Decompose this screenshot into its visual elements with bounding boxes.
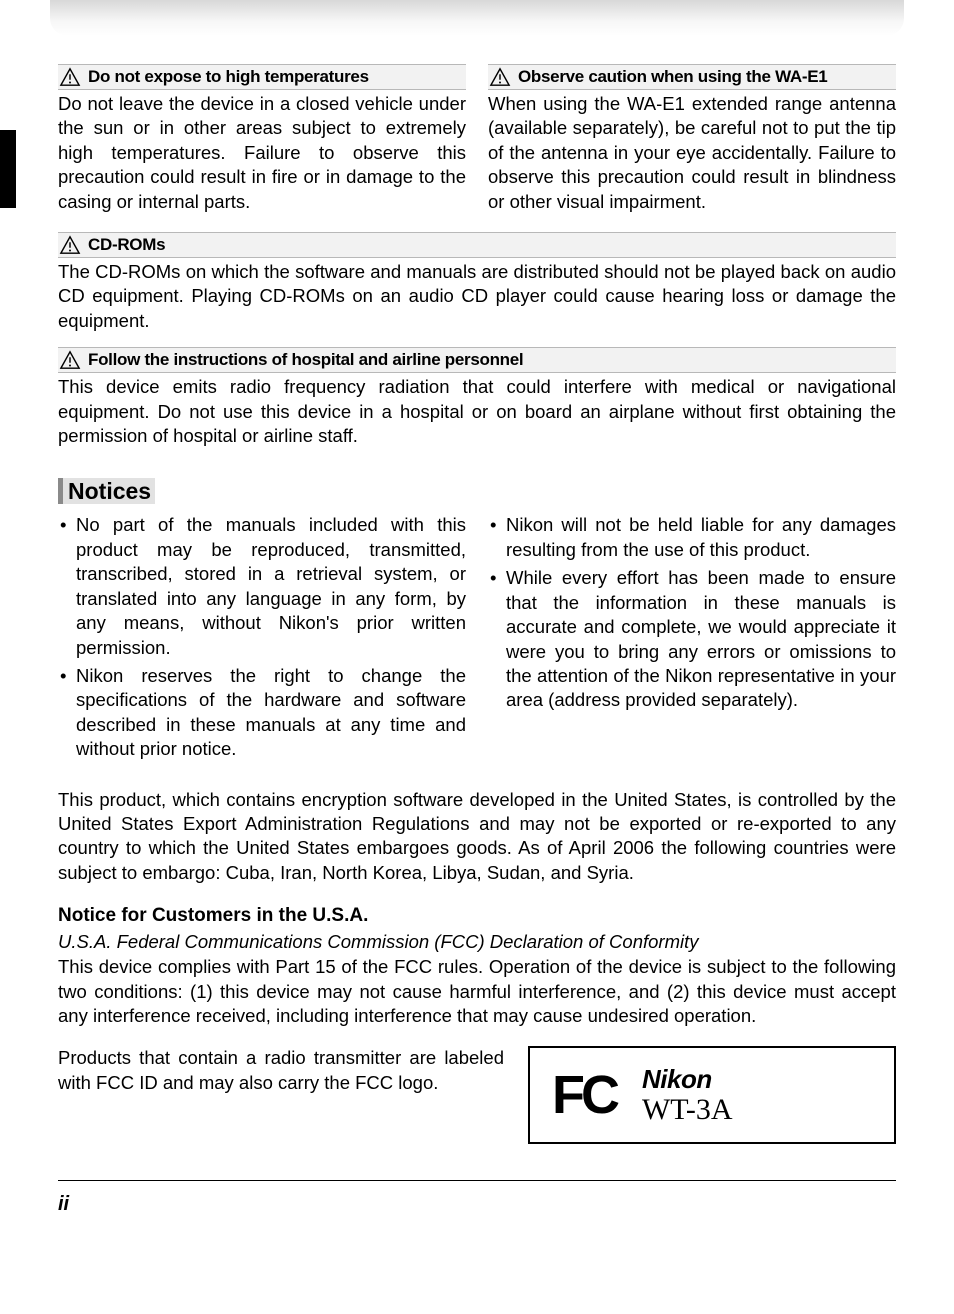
warning-block-temperatures: Do not expose to high temperatures Do no…: [58, 64, 466, 228]
usa-heading: Notice for Customers in the U.S.A.: [58, 905, 896, 927]
notices-heading-text: Notices: [58, 478, 155, 504]
list-item: Nikon will not be held liable for any da…: [488, 513, 896, 562]
warning-title: CD-ROMs: [88, 235, 165, 255]
warning-block-hospital: Follow the instructions of hospital and …: [58, 347, 896, 462]
top-gradient: [50, 0, 904, 36]
footer-rule: [58, 1180, 896, 1181]
model-name: WT-3A: [642, 1093, 733, 1126]
page-number: ii: [58, 1193, 896, 1216]
warning-header: CD-ROMs: [58, 232, 896, 258]
usa-subheading: U.S.A. Federal Communications Commission…: [58, 931, 896, 953]
notices-col-right: Nikon will not be held liable for any da…: [488, 513, 896, 765]
warning-body: Do not leave the device in a closed vehi…: [58, 90, 466, 228]
warning-body: When using the WA-E1 extended range ante…: [488, 90, 896, 228]
list-item: While every effort has been made to ensu…: [488, 566, 896, 712]
usa-body: This device complies with Part 15 of the…: [58, 955, 896, 1028]
caution-icon: [58, 235, 82, 255]
notices-heading: Notices: [58, 478, 896, 505]
warning-title: Do not expose to high temperatures: [88, 67, 369, 87]
side-tab: [0, 130, 16, 208]
export-paragraph: This product, which contains encryption …: [58, 788, 896, 886]
warning-block-wae1: Observe caution when using the WA-E1 Whe…: [488, 64, 896, 228]
fcc-logo: FC: [552, 1068, 616, 1122]
manual-page: Do not expose to high temperatures Do no…: [0, 0, 954, 1246]
warning-header: Follow the instructions of hospital and …: [58, 347, 896, 373]
fcc-row: Products that contain a radio transmitte…: [58, 1046, 896, 1144]
warning-body: This device emits radio frequency radiat…: [58, 373, 896, 462]
fcc-label-box: FC Nikon WT-3A: [528, 1046, 896, 1144]
caution-icon: [488, 67, 512, 87]
warning-body: The CD-ROMs on which the software and ma…: [58, 258, 896, 347]
warning-block-cdroms: CD-ROMs The CD-ROMs on which the softwar…: [58, 232, 896, 347]
list-item: Nikon reserves the right to change the s…: [58, 664, 466, 762]
warning-header: Do not expose to high temperatures: [58, 64, 466, 90]
warning-row-1: Do not expose to high temperatures Do no…: [58, 64, 896, 228]
caution-icon: [58, 67, 82, 87]
brand-name: Nikon: [642, 1065, 733, 1094]
fcc-text: Products that contain a radio transmitte…: [58, 1046, 504, 1095]
notices-columns: No part of the manuals included with thi…: [58, 513, 896, 765]
warning-header: Observe caution when using the WA-E1: [488, 64, 896, 90]
notices-col-left: No part of the manuals included with thi…: [58, 513, 466, 765]
list-item: No part of the manuals included with thi…: [58, 513, 466, 659]
fcc-brand-block: Nikon WT-3A: [642, 1065, 733, 1127]
warning-title: Follow the instructions of hospital and …: [88, 350, 523, 370]
caution-icon: [58, 350, 82, 370]
warning-title: Observe caution when using the WA-E1: [518, 67, 827, 87]
